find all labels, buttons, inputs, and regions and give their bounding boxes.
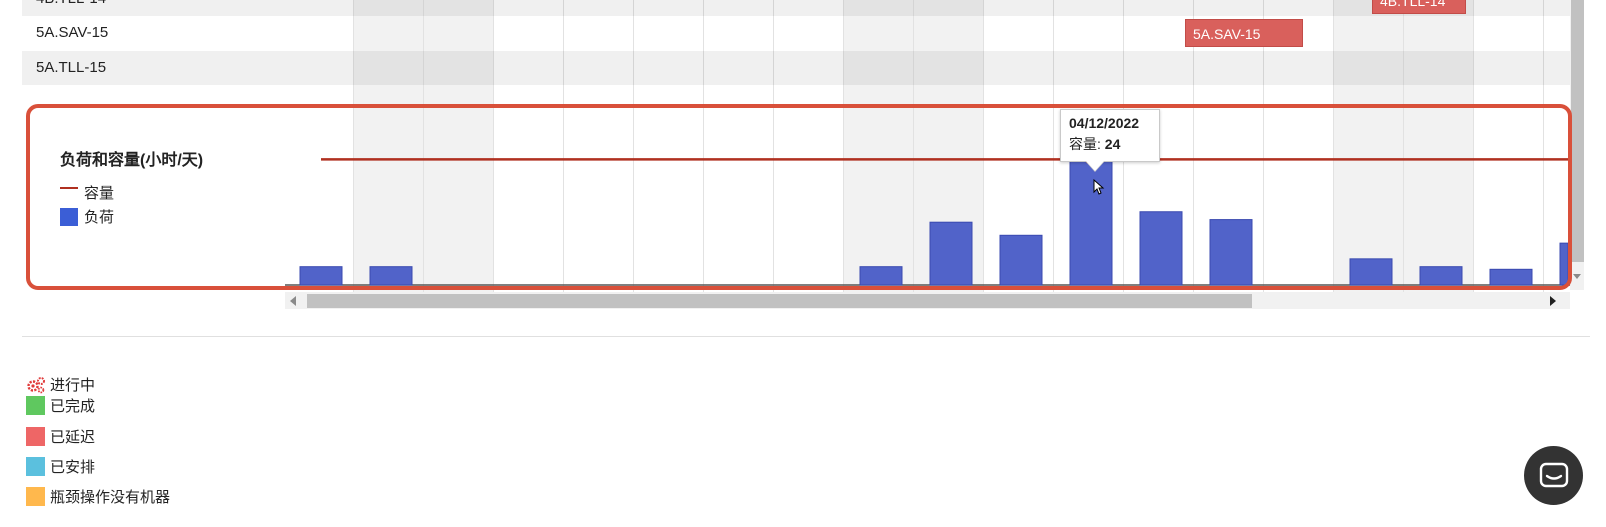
tooltip-series-label: 容量 xyxy=(1069,136,1097,152)
task-bar[interactable]: 5A.SAV-15 xyxy=(1185,19,1303,47)
load-bar[interactable] xyxy=(1209,219,1253,286)
horizontal-scrollbar-thumb[interactable] xyxy=(307,294,1252,308)
status-label: 已安排 xyxy=(50,459,96,476)
bottleneck-swatch xyxy=(26,487,45,506)
load-bar[interactable] xyxy=(369,266,413,286)
tooltip-tail xyxy=(1086,161,1104,171)
gears-icon xyxy=(27,376,45,393)
scroll-left-arrow-icon[interactable] xyxy=(290,296,296,306)
load-bar[interactable] xyxy=(999,234,1043,286)
status-delayed: 已延迟 xyxy=(26,426,95,447)
status-label: 瓶颈操作没有机器 xyxy=(50,489,171,506)
gantt-day-column xyxy=(493,0,563,300)
chat-button[interactable] xyxy=(1524,446,1583,505)
mouse-cursor-icon xyxy=(1093,178,1105,195)
chart-tooltip: 04/12/2022 容量: 24 xyxy=(1060,109,1160,162)
status-in-progress: 进行中 xyxy=(26,374,95,395)
gantt-day-column xyxy=(423,0,493,300)
gantt-row[interactable]: 5A.TLL-15 xyxy=(22,51,1570,85)
tooltip-date: 04/12/2022 xyxy=(1069,115,1140,131)
status-label: 进行中 xyxy=(50,377,96,394)
delayed-swatch xyxy=(26,427,45,446)
load-bar[interactable] xyxy=(859,266,903,286)
legend-capacity: 容量 xyxy=(60,182,114,203)
load-bar[interactable] xyxy=(299,266,343,286)
legend-capacity-label: 容量 xyxy=(84,185,115,202)
gantt-day-column xyxy=(703,0,773,300)
load-capacity-chart xyxy=(285,148,1570,286)
scheduled-swatch xyxy=(26,457,45,476)
gantt-row[interactable]: 5A.SAV-15 xyxy=(22,16,1570,50)
status-scheduled: 已安排 xyxy=(26,456,95,477)
horizontal-scrollbar[interactable] xyxy=(285,292,1570,309)
load-bar[interactable] xyxy=(929,221,973,286)
gantt-day-column xyxy=(843,0,913,300)
capacity-line-swatch xyxy=(60,186,78,189)
gantt-day-column xyxy=(633,0,703,300)
load-box-swatch xyxy=(60,207,78,226)
load-bar[interactable] xyxy=(1559,242,1569,286)
load-bar[interactable] xyxy=(1139,211,1183,286)
status-completed: 已完成 xyxy=(26,395,95,416)
status-label: 已延迟 xyxy=(50,429,96,446)
legend-load: 负荷 xyxy=(60,206,114,227)
completed-swatch xyxy=(26,396,45,415)
task-bar[interactable]: 4B.TLL-14 xyxy=(1372,0,1466,14)
gantt-row[interactable]: 4B.TLL-14 xyxy=(22,0,1570,16)
gantt-day-column xyxy=(1473,0,1543,300)
load-bar[interactable] xyxy=(1489,268,1533,286)
load-bar[interactable] xyxy=(1349,258,1393,286)
gantt-day-column xyxy=(983,0,1053,300)
gantt-day-column xyxy=(353,0,423,300)
divider xyxy=(22,336,1590,337)
tooltip-value-row: 容量: 24 xyxy=(1069,136,1121,152)
gantt-day-column xyxy=(773,0,843,300)
scroll-down-arrow-icon[interactable] xyxy=(1573,274,1581,279)
gantt-row-label: 5A.TLL-15 xyxy=(36,59,107,76)
scroll-right-arrow-icon[interactable] xyxy=(1550,296,1556,306)
gantt-day-column xyxy=(1053,0,1123,300)
vertical-scrollbar[interactable] xyxy=(1570,0,1584,290)
gantt-day-column xyxy=(1403,0,1473,300)
gantt-row-label: 5A.SAV-15 xyxy=(36,24,109,41)
chart-title: 负荷和容量(小时/天) xyxy=(60,152,204,169)
load-bar[interactable] xyxy=(1069,148,1113,286)
gantt-day-column xyxy=(563,0,633,300)
load-bar[interactable] xyxy=(1419,266,1463,286)
gantt-day-column xyxy=(1333,0,1403,300)
legend-load-label: 负荷 xyxy=(84,209,115,226)
gantt-area: 4B.TLL-14 5A.SAV-15 5A.TLL-15 4B.TLL-14 … xyxy=(22,0,1584,300)
gantt-day-column xyxy=(1193,0,1263,300)
status-label: 已完成 xyxy=(50,398,96,415)
vertical-scrollbar-thumb[interactable] xyxy=(1571,0,1584,262)
tooltip-value: 24 xyxy=(1104,136,1121,152)
gantt-row-label: 4B.TLL-14 xyxy=(36,0,106,16)
status-bottleneck: 瓶颈操作没有机器 xyxy=(26,486,170,507)
gantt-day-column xyxy=(1543,0,1570,300)
chat-bubble-icon xyxy=(1539,462,1568,487)
gantt-day-column xyxy=(1263,0,1333,300)
